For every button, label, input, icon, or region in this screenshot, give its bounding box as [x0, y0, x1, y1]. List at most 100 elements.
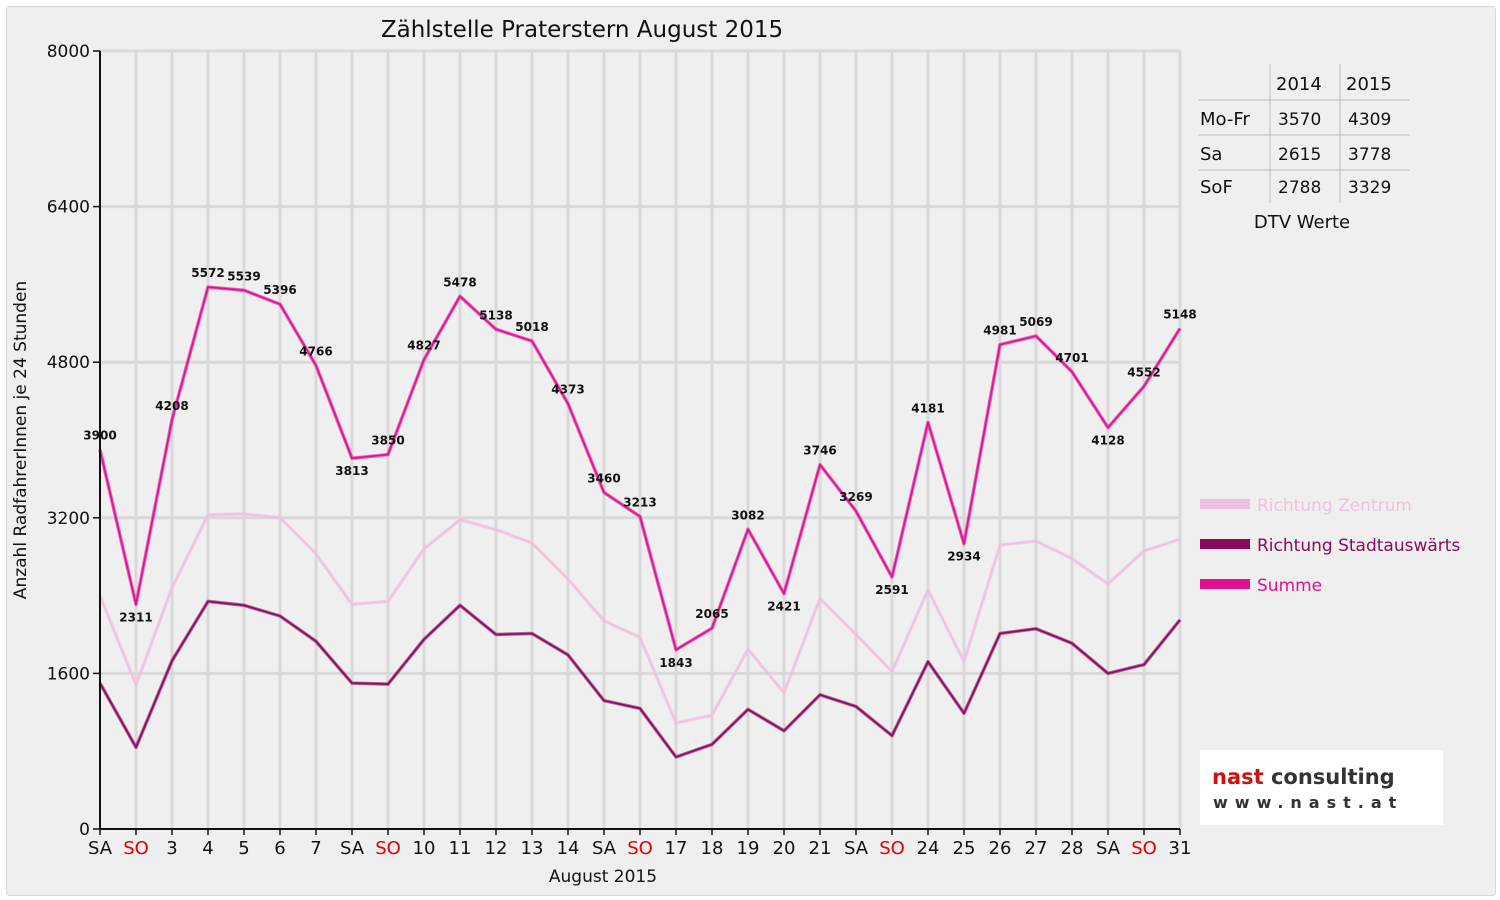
data-label: 3813 — [335, 464, 368, 478]
x-tick-label: 27 — [1025, 838, 1048, 859]
x-tick-label: SA — [340, 838, 365, 859]
x-tick-label: 5 — [238, 838, 249, 859]
x-tick-label: SA — [844, 838, 869, 859]
data-label: 5539 — [227, 269, 260, 283]
data-label: 2311 — [119, 610, 152, 624]
table-row-label: Mo-Fr — [1200, 109, 1250, 130]
x-tick-label: 13 — [521, 838, 544, 859]
x-tick-label: 14 — [557, 838, 580, 859]
x-tick-label: SO — [123, 838, 149, 859]
x-tick-label: 25 — [953, 838, 976, 859]
data-label: 5396 — [263, 283, 296, 297]
table-header-2014: 2014 — [1276, 74, 1322, 95]
x-tick-label: SA — [592, 838, 617, 859]
x-tick-label: SO — [1131, 838, 1157, 859]
data-label: 3746 — [803, 444, 836, 458]
table-cell: 3329 — [1348, 178, 1391, 198]
x-tick-label: 10 — [413, 838, 436, 859]
data-label: 3850 — [371, 434, 404, 448]
y-tick-label: 6400 — [47, 198, 90, 218]
x-tick-label: 3 — [166, 838, 177, 859]
data-label: 5478 — [443, 275, 476, 289]
table-row-label: Sa — [1200, 144, 1222, 165]
data-label: 4766 — [299, 345, 332, 359]
dtv-table: 2014 2015 Mo-Fr 3570 4309 Sa 2615 3778 S… — [1198, 64, 1410, 233]
x-tick-label: SA — [88, 838, 113, 859]
y-tick-label: 1600 — [47, 664, 90, 684]
logo-url: www.nast.at — [1213, 793, 1403, 812]
series-line — [99, 513, 1181, 724]
x-tick-labels: SA SO 3 4 5 6 7 SA SO 10 11 12 13 14 SA SO 17 18 19 20 21 SA S… — [88, 838, 1191, 859]
x-tick-label: 7 — [310, 838, 321, 859]
x-tick-label: 28 — [1061, 838, 1084, 859]
data-label: 4701 — [1055, 351, 1088, 365]
data-label: 2934 — [947, 550, 980, 564]
data-label: 3900 — [83, 429, 116, 443]
x-axis-label: August 2015 — [549, 867, 657, 887]
y-tick-label: 0 — [79, 820, 90, 840]
data-label: 3460 — [587, 472, 620, 486]
data-label: 4827 — [407, 339, 440, 353]
y-tick-label: 4800 — [47, 353, 90, 373]
x-tick-label: SO — [375, 838, 401, 859]
legend-label-zentrum: Richtung Zentrum — [1257, 496, 1412, 516]
data-label: 5018 — [515, 320, 548, 334]
data-label: 5148 — [1163, 307, 1196, 321]
legend-label-summe: Summe — [1257, 576, 1322, 596]
x-tick-label: 26 — [989, 838, 1012, 859]
data-label: 2421 — [767, 600, 800, 614]
data-label: 3213 — [623, 496, 656, 510]
logo-text: nast consulting — [1212, 765, 1395, 789]
data-label: 4128 — [1091, 434, 1124, 448]
data-label: 4181 — [911, 401, 944, 415]
table-cell: 3778 — [1348, 145, 1391, 165]
x-tick-label: 6 — [274, 838, 285, 859]
x-tick-label: 19 — [737, 838, 760, 859]
legend: Richtung Zentrum Richtung Stadtauswärts … — [1200, 496, 1460, 596]
data-label: 2065 — [695, 607, 728, 621]
nast-logo: nast consulting www.nast.at — [1200, 750, 1443, 825]
x-tick-label: SO — [627, 838, 653, 859]
table-header-2015: 2015 — [1346, 74, 1392, 95]
legend-swatch-stadtauswaerts — [1200, 539, 1250, 549]
data-label: 2591 — [875, 583, 908, 597]
series-line — [99, 286, 1181, 651]
chart-title: Zählstelle Praterstern August 2015 — [381, 17, 783, 43]
x-tick-label: 24 — [917, 838, 940, 859]
legend-swatch-summe — [1200, 579, 1250, 589]
data-label: 5069 — [1019, 315, 1052, 329]
table-cell: 4309 — [1348, 110, 1391, 130]
data-label: 4208 — [155, 399, 188, 413]
grid-lines — [100, 49, 1182, 829]
data-label: 5572 — [191, 266, 224, 280]
axes — [93, 50, 1181, 835]
x-tick-label: 17 — [665, 838, 688, 859]
table-cell: 3570 — [1278, 110, 1321, 130]
x-tick-label: 20 — [773, 838, 796, 859]
data-label: 5138 — [479, 308, 512, 322]
table-caption: DTV Werte — [1254, 212, 1350, 233]
table-cell: 2615 — [1278, 145, 1321, 165]
data-label: 3269 — [839, 490, 872, 504]
data-label: 1843 — [659, 656, 692, 670]
series-lines — [98, 285, 1182, 759]
legend-swatch-zentrum — [1200, 499, 1250, 509]
legend-label-stadtauswaerts: Richtung Stadtauswärts — [1257, 536, 1460, 556]
table-row-label: SoF — [1200, 177, 1233, 198]
y-tick-label: 3200 — [47, 509, 90, 529]
data-label: 3082 — [731, 508, 764, 522]
y-tick-labels: 0 1600 3200 4800 6400 8000 — [47, 42, 90, 840]
y-axis-label: Anzahl RadfahrerInnen je 24 Stunden — [11, 281, 31, 599]
table-cell: 2788 — [1278, 178, 1321, 198]
x-tick-label: SO — [879, 838, 905, 859]
x-tick-label: 21 — [809, 838, 832, 859]
x-tick-label: 11 — [449, 838, 472, 859]
x-tick-label: 31 — [1169, 838, 1192, 859]
data-label: 4373 — [551, 383, 584, 397]
data-label: 4552 — [1127, 365, 1160, 379]
x-tick-label: 4 — [202, 838, 213, 859]
chart-frame — [6, 6, 1496, 896]
x-tick-label: SA — [1096, 838, 1121, 859]
